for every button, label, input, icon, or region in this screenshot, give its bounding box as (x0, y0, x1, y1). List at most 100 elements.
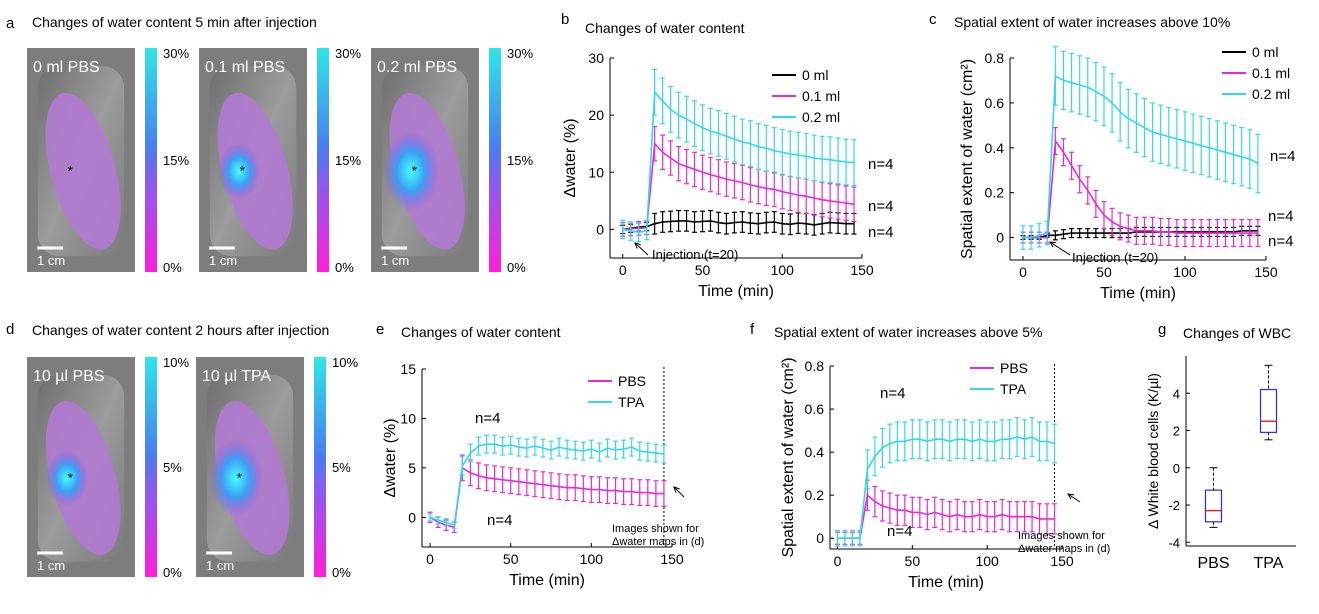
y-tick-label: 10 (400, 410, 416, 426)
image-label: 0 ml PBS (33, 59, 100, 76)
annotation-arrow (1049, 241, 1071, 256)
data-point (477, 475, 480, 477)
chart-e: e Changes of water content 0 50 100 150 0 5 10 15… (376, 321, 704, 589)
legend-label: TPA (618, 394, 645, 410)
data-point (853, 161, 855, 164)
colorbar-tick: 0% (332, 565, 351, 580)
n-label: n=4 (868, 198, 893, 215)
image-label: 10 µl PBS (33, 368, 104, 385)
water-hotspot (382, 130, 440, 212)
data-point (493, 477, 496, 480)
data-point (1078, 84, 1081, 86)
data-point (1216, 232, 1219, 234)
data-point (677, 162, 680, 165)
chart-title: Spatial extent of water increases above … (954, 14, 1230, 30)
data-point (469, 452, 472, 454)
data-point (1248, 158, 1251, 160)
chart-title: Spatial extent of water increases above … (774, 324, 1043, 340)
data-point (485, 443, 488, 445)
data-point (1167, 231, 1170, 233)
box-TPA (1259, 364, 1278, 441)
data-point (1159, 133, 1162, 136)
data-point (1070, 164, 1073, 167)
data-point (1054, 75, 1057, 77)
series-line (622, 90, 855, 234)
data-point (638, 450, 641, 452)
data-point (986, 440, 988, 443)
colorbar-tick: 30% (335, 46, 361, 61)
data-point (859, 537, 861, 540)
series-line (622, 141, 855, 231)
series-0.1-ml (620, 125, 857, 237)
legend-label: 0.1 ml (1252, 65, 1290, 81)
x-tick-label: 50 (905, 553, 921, 569)
x-axis-label: Time (min) (509, 572, 585, 589)
data-point (1038, 234, 1040, 237)
annotation: Injection (t=20) (652, 247, 738, 262)
data-point (853, 222, 855, 225)
data-point (797, 154, 800, 156)
data-point (598, 451, 601, 453)
data-point (637, 231, 640, 234)
data-point (837, 222, 839, 224)
legend-label: 0.1 ml (802, 88, 840, 104)
data-point (669, 220, 672, 223)
x-tick-label: 100 (975, 553, 999, 569)
chart-g: g Changes of WBC -4 -2 0 2 4 Δ White blood cell… (1145, 321, 1296, 572)
injection-marker: * (411, 163, 417, 179)
annotation-arrowhead (1049, 241, 1057, 248)
data-point (1224, 232, 1227, 234)
data-point (685, 118, 688, 120)
panel-letter: g (1158, 321, 1166, 338)
data-point (1086, 232, 1089, 234)
data-point (1046, 518, 1048, 520)
legend-label: 0.2 ml (802, 109, 840, 125)
annotation: Injection (t=20) (1072, 250, 1158, 265)
data-point (517, 480, 520, 483)
data-point (693, 168, 696, 171)
colorbar (145, 357, 157, 577)
data-point (789, 223, 792, 226)
mouse-image: * 0.2 ml PBS 1 cm 30% 15% 0% (371, 46, 533, 275)
y-axis-label: Δ White blood cells (K/µl) (1145, 373, 1161, 529)
y-tick-label: -2 (1168, 498, 1180, 513)
data-point (614, 489, 617, 492)
data-point (526, 481, 528, 484)
data-point (693, 122, 696, 125)
series-PBS (427, 454, 667, 533)
data-point (749, 184, 752, 186)
colorbar-tick: 30% (507, 46, 533, 61)
x-tick-label: 100 (580, 551, 604, 567)
panel-letter: d (6, 321, 14, 338)
y-tick-label: 30 (588, 50, 604, 66)
data-point (1095, 232, 1097, 234)
data-point (1086, 189, 1089, 192)
y-tick-label: 20 (588, 107, 604, 123)
data-point (1208, 146, 1211, 149)
colorbar-tick: 0% (163, 260, 182, 275)
water-hotspot (45, 450, 89, 506)
data-point (1176, 232, 1178, 234)
data-point (1095, 90, 1097, 93)
data-point (765, 221, 768, 224)
data-point (469, 472, 472, 474)
data-point (1023, 515, 1026, 518)
data-point (956, 438, 959, 441)
data-point (765, 187, 768, 190)
colorbar-tick: 30% (163, 46, 189, 61)
y-tick-label: 0.6 (985, 95, 1005, 111)
data-point (517, 446, 520, 448)
data-point (526, 447, 528, 449)
box-PBS (1204, 467, 1223, 528)
data-point (805, 155, 807, 158)
data-point (978, 438, 981, 441)
data-point (1143, 230, 1146, 232)
data-point (813, 224, 815, 226)
data-point (829, 158, 831, 161)
chart-c: c Spatial extent of water increases above… (929, 11, 1295, 302)
data-point (445, 521, 447, 524)
image-label: 0.1 ml PBS (205, 59, 285, 76)
annotation-arrowhead (634, 242, 641, 249)
data-point (709, 220, 712, 222)
data-point (733, 138, 736, 140)
